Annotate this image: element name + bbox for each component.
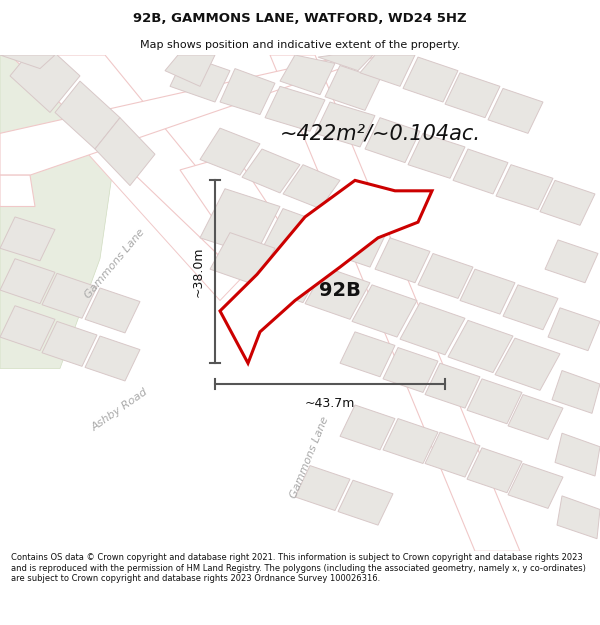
Polygon shape [0,259,55,304]
Polygon shape [425,363,480,408]
Text: Contains OS data © Crown copyright and database right 2021. This information is : Contains OS data © Crown copyright and d… [11,554,586,583]
Polygon shape [467,379,522,424]
Polygon shape [165,55,215,86]
Polygon shape [295,466,350,511]
Polygon shape [383,419,438,464]
Text: ~422m²/~0.104ac.: ~422m²/~0.104ac. [280,123,481,143]
Polygon shape [55,55,260,279]
Polygon shape [325,66,380,111]
Polygon shape [383,348,438,392]
Polygon shape [453,149,508,194]
Polygon shape [220,181,432,363]
Polygon shape [340,332,395,377]
Text: 92B: 92B [319,281,361,299]
Polygon shape [448,321,513,372]
Polygon shape [408,133,465,178]
Polygon shape [418,254,473,298]
Polygon shape [305,267,370,319]
Polygon shape [60,102,240,301]
Polygon shape [170,55,230,102]
Polygon shape [0,306,55,351]
Polygon shape [488,88,543,133]
Polygon shape [55,81,120,149]
Polygon shape [200,189,280,256]
Polygon shape [0,55,115,368]
Polygon shape [508,464,563,508]
Polygon shape [352,285,417,337]
Text: Ashby Road: Ashby Road [90,387,150,433]
Polygon shape [495,338,560,391]
Polygon shape [42,321,97,366]
Polygon shape [496,165,553,209]
Polygon shape [557,496,600,539]
Polygon shape [425,432,480,477]
Polygon shape [403,57,458,102]
Text: Map shows position and indicative extent of the property.: Map shows position and indicative extent… [140,39,460,49]
Polygon shape [555,433,600,476]
Polygon shape [330,222,385,267]
Polygon shape [467,448,522,493]
Polygon shape [0,55,55,69]
Polygon shape [85,336,140,381]
Polygon shape [360,55,415,86]
Polygon shape [265,86,325,131]
Text: 92B, GAMMONS LANE, WATFORD, WD24 5HZ: 92B, GAMMONS LANE, WATFORD, WD24 5HZ [133,12,467,25]
Polygon shape [280,55,335,95]
Polygon shape [180,154,290,279]
Polygon shape [42,273,97,318]
Polygon shape [242,149,300,193]
Polygon shape [258,251,323,302]
Polygon shape [552,371,600,413]
Polygon shape [548,308,600,351]
Polygon shape [445,72,500,118]
Polygon shape [10,39,80,112]
Polygon shape [503,285,558,330]
Polygon shape [210,232,275,285]
Polygon shape [85,288,140,333]
Polygon shape [340,405,395,450]
Text: ~43.7m: ~43.7m [305,397,355,409]
Polygon shape [200,128,260,175]
Polygon shape [258,209,335,274]
Polygon shape [545,240,598,282]
Polygon shape [540,181,595,225]
Polygon shape [270,55,520,551]
Text: ~38.0m: ~38.0m [192,246,205,297]
Text: Gammons Lane: Gammons Lane [289,415,331,499]
Polygon shape [220,69,275,114]
Polygon shape [0,175,35,206]
Polygon shape [283,165,340,209]
Polygon shape [375,238,430,282]
Polygon shape [315,102,375,147]
Text: Gammons Lane: Gammons Lane [83,228,147,301]
Polygon shape [508,394,563,439]
Polygon shape [318,55,373,71]
Polygon shape [365,118,420,162]
Polygon shape [460,269,515,314]
Polygon shape [95,118,155,186]
Polygon shape [0,217,55,261]
Polygon shape [0,55,380,175]
Polygon shape [10,55,280,290]
Polygon shape [400,302,465,355]
Polygon shape [338,480,393,525]
